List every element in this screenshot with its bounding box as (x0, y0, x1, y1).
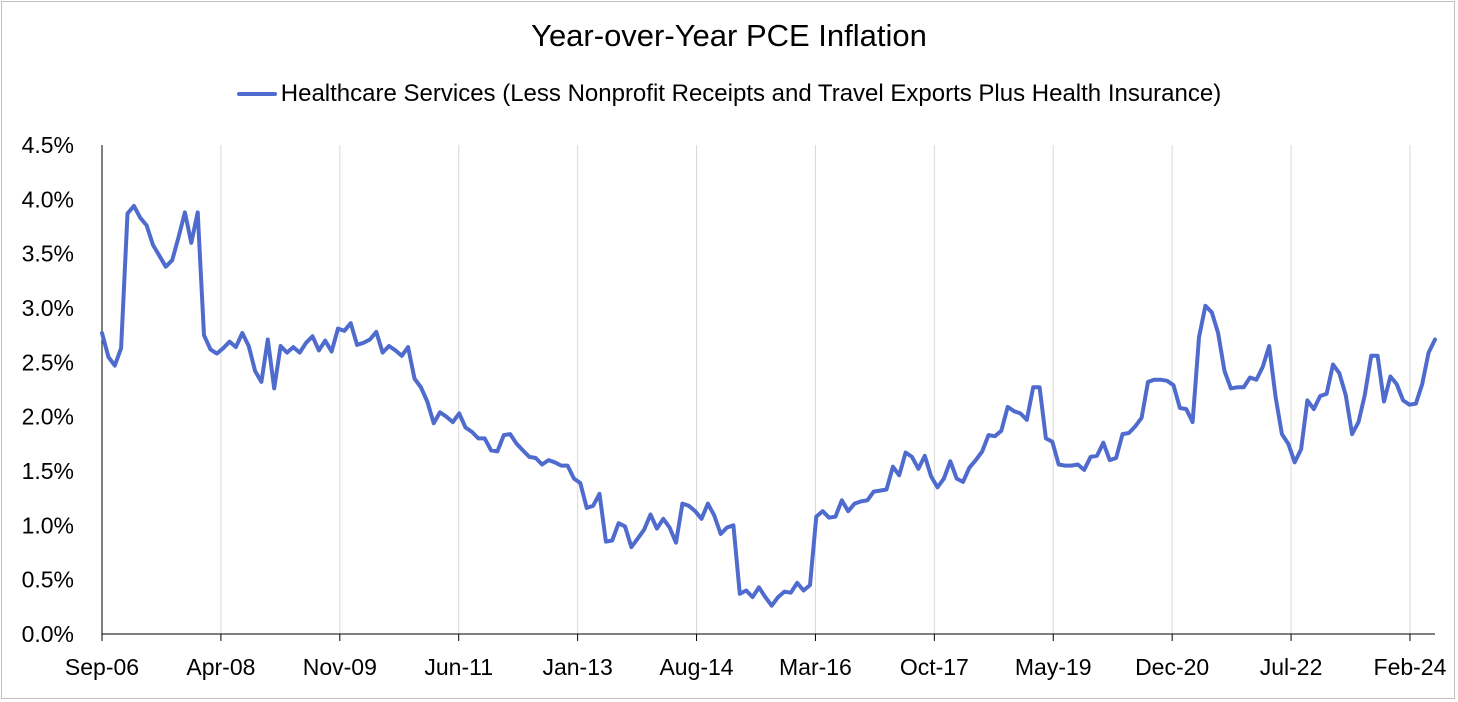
legend-label: Healthcare Services (Less Nonprofit Rece… (280, 80, 1222, 107)
y-tick-label: 3.5% (22, 241, 74, 267)
y-tick-label: 0.0% (22, 621, 74, 647)
y-tick-label: 4.0% (22, 186, 74, 212)
x-tick-label: Apr-08 (186, 654, 255, 680)
y-tick-label: 0.5% (22, 567, 74, 593)
legend: Healthcare Services (Less Nonprofit Rece… (0, 80, 1458, 108)
y-tick-label: 4.5% (22, 132, 74, 158)
y-tick-label: 1.5% (22, 458, 74, 484)
x-tick-label: Oct-17 (900, 654, 969, 680)
y-tick-label: 2.0% (22, 404, 74, 430)
y-tick-label: 1.0% (22, 512, 74, 538)
x-tick-label: Feb-24 (1374, 654, 1447, 680)
x-tick-label: Nov-09 (303, 654, 377, 680)
x-tick-label: Jul-22 (1260, 654, 1323, 680)
x-tick-label: May-19 (1015, 654, 1092, 680)
x-tick-label: Mar-16 (779, 654, 852, 680)
x-tick-label: Dec-20 (1135, 654, 1209, 680)
chart-title: Year-over-Year PCE Inflation (531, 18, 927, 53)
legend-swatch (236, 92, 277, 96)
y-tick-label: 2.5% (22, 349, 74, 375)
series-line-healthcare-services (100, 203, 1437, 608)
x-tick-label: Sep-06 (65, 654, 139, 680)
y-tick-label: 3.0% (22, 295, 74, 321)
x-tick-label: Aug-14 (659, 654, 733, 680)
x-tick-label: Jan-13 (542, 654, 612, 680)
x-tick-label: Jun-11 (424, 654, 493, 680)
